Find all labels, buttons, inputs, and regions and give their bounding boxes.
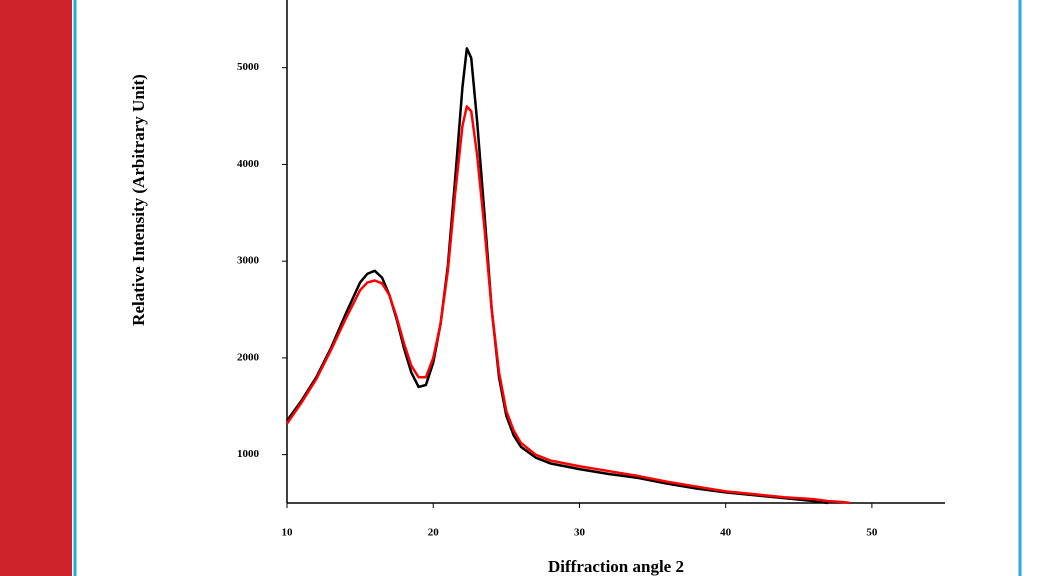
y-tick-label: 4000 <box>237 158 260 170</box>
side-strip <box>0 0 72 576</box>
x-tick-label: 40 <box>720 527 732 539</box>
x-tick-label: 30 <box>574 527 586 539</box>
x-tick-label: 50 <box>866 527 878 539</box>
x-axis-label: Diffraction angle 2 <box>548 557 684 576</box>
y-axis-label: Relative Intensity (Arbitrary Unit) <box>129 74 148 326</box>
y-tick-label: 5000 <box>237 61 260 73</box>
x-tick-label: 10 <box>282 527 294 539</box>
x-tick-label: 20 <box>428 527 440 539</box>
series-line <box>285 105 851 505</box>
series-line <box>285 47 829 505</box>
y-tick-label: 3000 <box>237 255 260 267</box>
y-tick-label: 1000 <box>237 448 260 460</box>
y-tick-label: 2000 <box>237 351 260 363</box>
